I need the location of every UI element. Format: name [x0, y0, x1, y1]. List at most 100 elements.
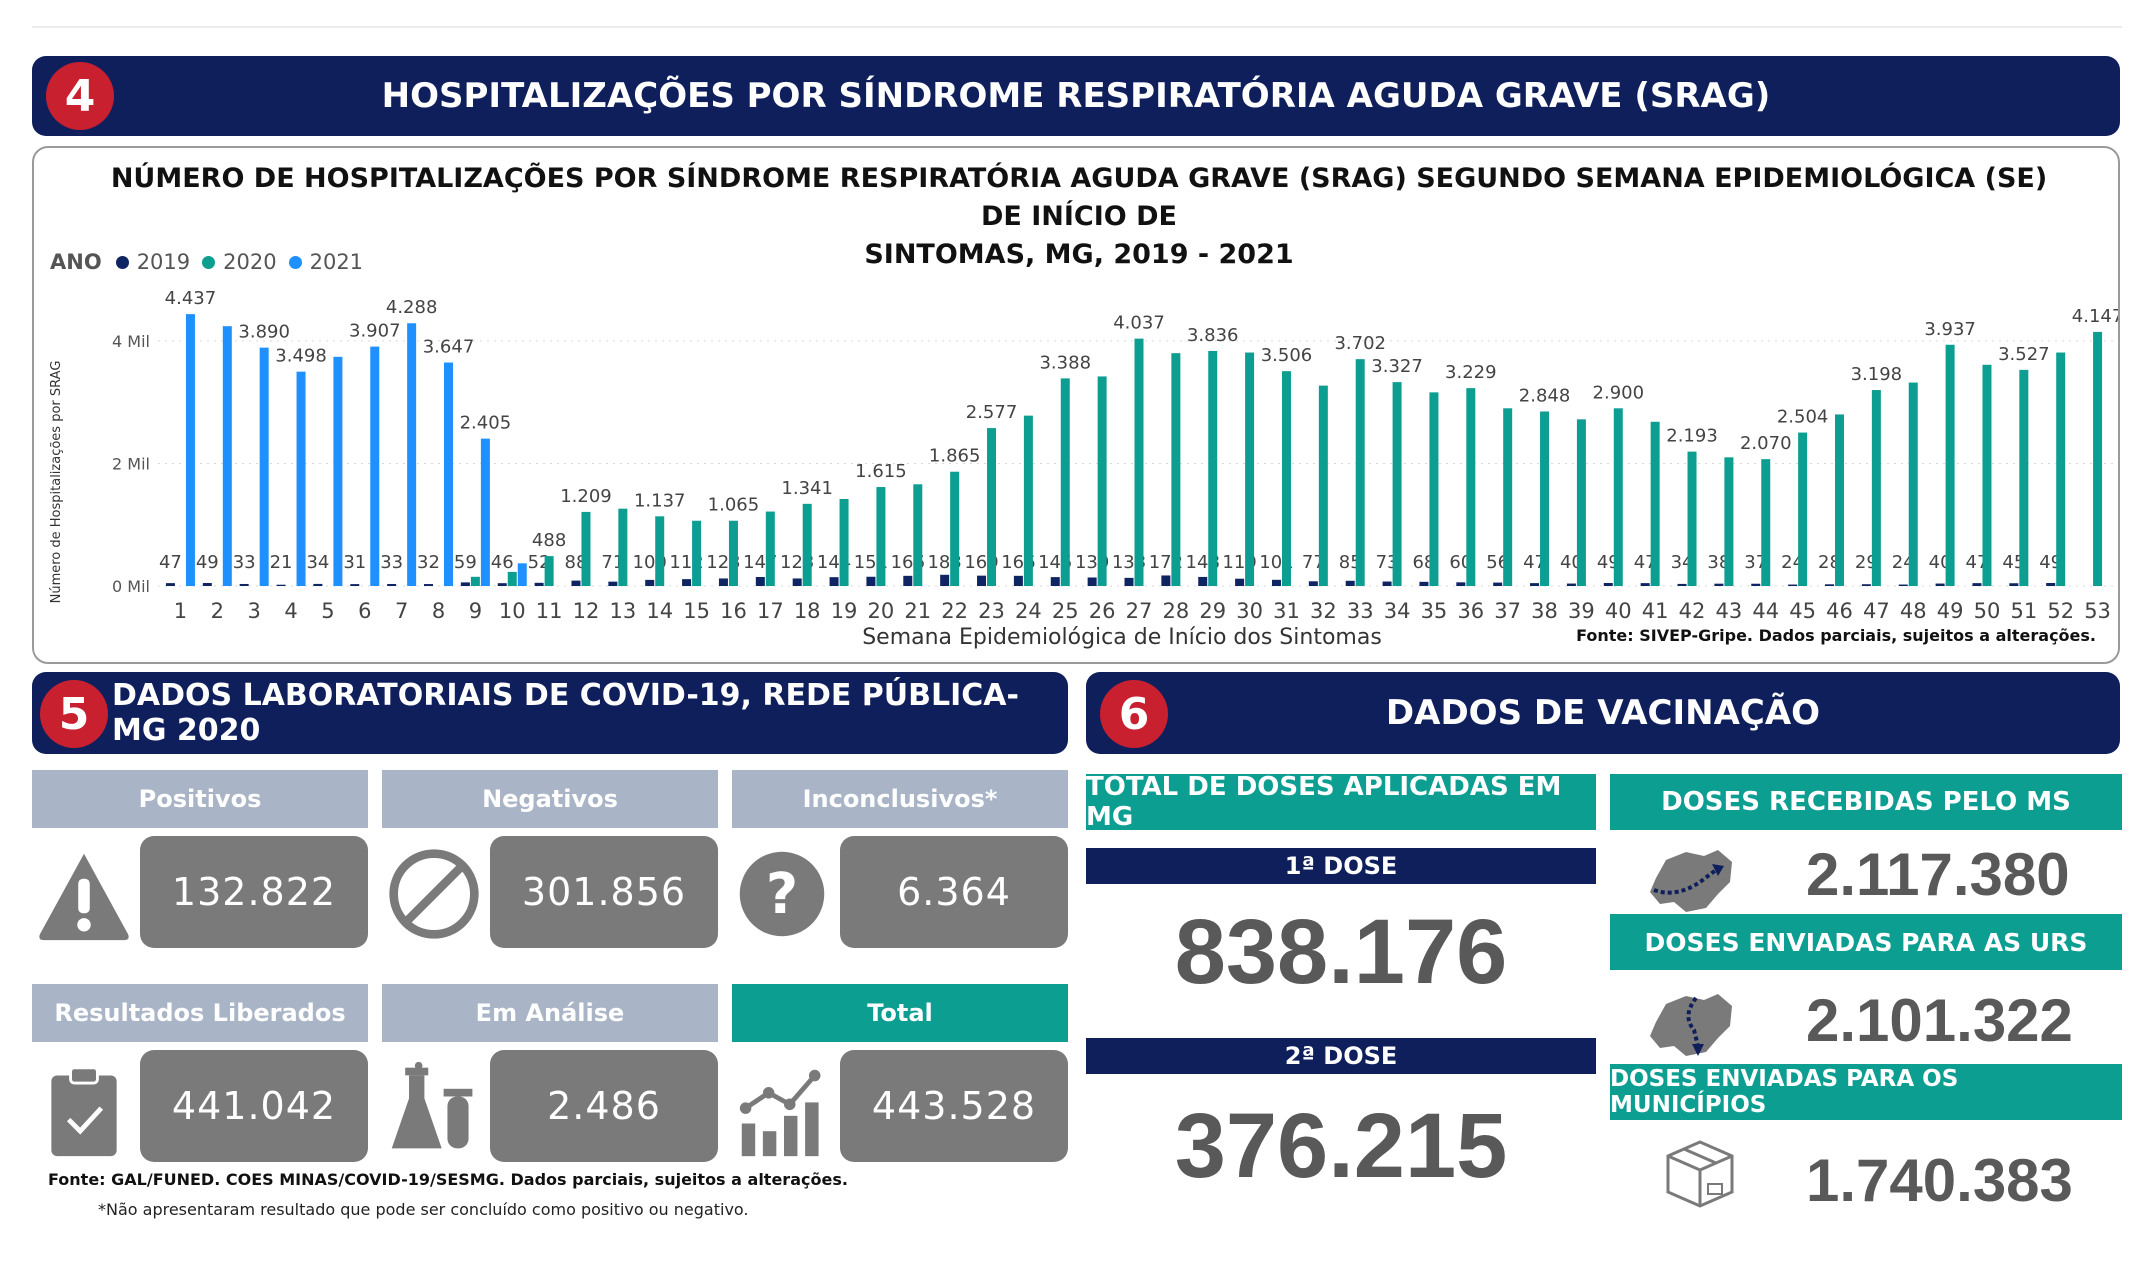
em-analise-value: 2.486 — [490, 1050, 718, 1162]
x-tick-label: 7 — [395, 599, 408, 623]
x-tick-label: 10 — [499, 599, 526, 623]
bar-2020-se-29 — [1208, 350, 1218, 586]
data-label-2019-se-8: 32 — [417, 552, 440, 573]
x-tick-label: 9 — [469, 599, 482, 623]
x-tick-label: 45 — [1789, 599, 1816, 623]
total-header: Total — [732, 984, 1068, 1042]
data-label-2020-se-25: 3.388 — [1039, 352, 1091, 373]
x-tick-label: 52 — [2047, 599, 2074, 623]
bar-2019-se-14 — [645, 579, 655, 586]
bar-2019-se-15 — [682, 579, 692, 586]
data-label-2019-se-1: 47 — [159, 552, 182, 573]
bar-2020-se-38 — [1540, 411, 1550, 586]
legend-dot-2021 — [288, 255, 302, 269]
bar-2020-se-48 — [1908, 382, 1918, 586]
bar-2020-se-37 — [1503, 408, 1513, 586]
svg-text:?: ? — [766, 862, 798, 927]
data-label-2021-se-4: 3.498 — [275, 346, 327, 367]
bar-2021-se-8 — [444, 362, 454, 586]
x-tick-label: 43 — [1716, 599, 1743, 623]
bar-2019-se-33 — [1345, 580, 1355, 586]
bar-2019-se-2 — [202, 582, 212, 586]
bar-2020-se-28 — [1171, 353, 1181, 586]
legend-dot-2020 — [202, 255, 216, 269]
bar-2020-se-47 — [1871, 390, 1881, 586]
bar-2020-se-11 — [544, 556, 554, 586]
bar-2020-se-19 — [839, 498, 849, 586]
x-tick-label: 51 — [2010, 599, 2037, 623]
x-tick-label: 8 — [432, 599, 445, 623]
x-tick-label: 41 — [1642, 599, 1669, 623]
bar-2021-se-5 — [333, 356, 343, 586]
legend-label-2019: 2019 — [136, 250, 191, 274]
bar-2019-se-9 — [460, 582, 470, 586]
x-tick-label: 18 — [794, 599, 821, 623]
bar-2020-se-39 — [1576, 419, 1586, 586]
bar-2020-se-42 — [1687, 451, 1697, 586]
bar-2020-se-17 — [765, 511, 775, 586]
x-tick-label: 50 — [1974, 599, 2001, 623]
data-label-2020-se-53: 4.147 — [2072, 306, 2118, 327]
srag-bar-chart: 0 Mil 2 Mil 4 Mil Número de Hospitalizações… — [49, 288, 2118, 650]
bar-2019-se-42 — [1677, 583, 1687, 586]
bar-2019-se-47 — [1861, 584, 1871, 586]
data-label-2019-se-4: 21 — [270, 552, 293, 573]
x-tick-label: 25 — [1052, 599, 1079, 623]
x-tick-label: 44 — [1752, 599, 1779, 623]
bar-2019-se-4 — [276, 584, 286, 586]
data-label-2021-se-1: 4.437 — [165, 288, 217, 309]
bar-2020-se-20 — [876, 487, 886, 586]
data-label-2020-se-33: 3.702 — [1334, 333, 1386, 354]
bar-2019-se-28 — [1161, 575, 1171, 586]
y-axis-label: Número de Hospitalizações por SRAG — [49, 361, 64, 604]
lab-source: Fonte: GAL/FUNED. COES MINAS/COVID-19/SE… — [48, 1170, 848, 1189]
bar-2019-se-24 — [1013, 575, 1023, 586]
bar-2019-se-23 — [977, 575, 987, 586]
bar-2019-se-31 — [1271, 579, 1281, 586]
resultados-liberados-value: 441.042 — [140, 1050, 368, 1162]
bar-2019-se-7 — [387, 583, 397, 586]
bar-2020-se-25 — [1060, 378, 1070, 586]
x-tick-label: 48 — [1900, 599, 1927, 623]
bar-2019-se-44 — [1751, 583, 1761, 586]
prohibited-icon — [389, 849, 479, 939]
bar-2019-se-29 — [1198, 576, 1208, 586]
x-tick-label: 21 — [904, 599, 931, 623]
bar-2020-se-22 — [950, 471, 960, 586]
data-label-2020-se-31: 3.506 — [1261, 345, 1313, 366]
bar-2020-se-44 — [1761, 459, 1771, 586]
x-tick-label: 26 — [1089, 599, 1116, 623]
bar-2020-se-23 — [987, 428, 997, 586]
doses-municipios-header: DOSES ENVIADAS PARA OS MUNICÍPIOS — [1610, 1064, 2122, 1120]
x-tick-label: 4 — [284, 599, 297, 623]
bar-2019-se-48 — [1898, 584, 1908, 586]
data-label-2020-se-22: 1.865 — [929, 446, 981, 467]
x-tick-label: 22 — [941, 599, 968, 623]
x-tick-label: 33 — [1347, 599, 1374, 623]
bar-2019-se-34 — [1382, 581, 1392, 586]
x-tick-label: 38 — [1531, 599, 1558, 623]
section-6-title: DADOS DE VACINAÇÃO — [1385, 693, 1821, 733]
data-label-2020-se-11: 488 — [532, 530, 566, 551]
bar-2019-se-38 — [1530, 583, 1540, 586]
bar-2019-se-8 — [424, 584, 434, 586]
doses-recebidas-header: DOSES RECEBIDAS PELO MS — [1610, 774, 2122, 830]
bar-2019-se-45 — [1788, 584, 1798, 586]
bar-2019-se-27 — [1124, 577, 1134, 586]
y-tick-label: 2 Mil — [112, 454, 150, 473]
bar-2019-se-22 — [940, 574, 950, 586]
bar-2020-se-30 — [1245, 352, 1255, 586]
data-label-2020-se-12: 1.209 — [560, 486, 612, 507]
data-label-2021-se-6: 3.907 — [349, 321, 401, 342]
bar-2019-se-3 — [239, 583, 249, 586]
bar-2021-se-9 — [480, 438, 490, 586]
bar-2020-se-26 — [1097, 376, 1107, 586]
data-label-2020-se-23: 2.577 — [966, 402, 1018, 423]
bar-2019-se-13 — [608, 581, 618, 586]
growth-chart-icon — [739, 1069, 821, 1157]
bar-2019-se-40 — [1603, 582, 1613, 586]
data-label-2020-se-40: 2.900 — [1593, 382, 1645, 403]
lab-flask-icon — [391, 1061, 473, 1149]
negativos-value: 301.856 — [490, 836, 718, 948]
section-5-badge: 5 — [40, 680, 108, 748]
